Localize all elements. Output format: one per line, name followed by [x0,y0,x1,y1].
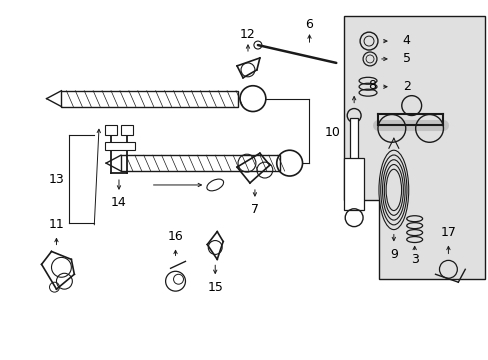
Text: 9: 9 [389,248,397,261]
Bar [121,155,279,171]
Bar [61,91,238,107]
Text: 10: 10 [324,126,340,139]
Text: 17: 17 [440,226,455,239]
Bar [105,142,135,150]
Text: 8: 8 [367,79,375,92]
Text: 15: 15 [207,281,223,294]
Text: 4: 4 [402,33,410,46]
Text: 14: 14 [111,196,126,209]
Text: 13: 13 [48,172,64,185]
Text: 1: 1 [349,184,357,197]
Text: 12: 12 [240,28,255,41]
Bar [344,158,364,210]
Text: 16: 16 [167,230,183,243]
Bar [105,125,117,135]
Text: 7: 7 [250,203,258,216]
Text: 11: 11 [48,218,64,231]
Text: 6: 6 [305,18,313,31]
Polygon shape [344,16,484,279]
Text: 5: 5 [402,53,410,66]
Text: 2: 2 [402,80,410,93]
Bar [349,118,357,160]
Text: 3: 3 [410,253,418,266]
Bar [121,125,133,135]
